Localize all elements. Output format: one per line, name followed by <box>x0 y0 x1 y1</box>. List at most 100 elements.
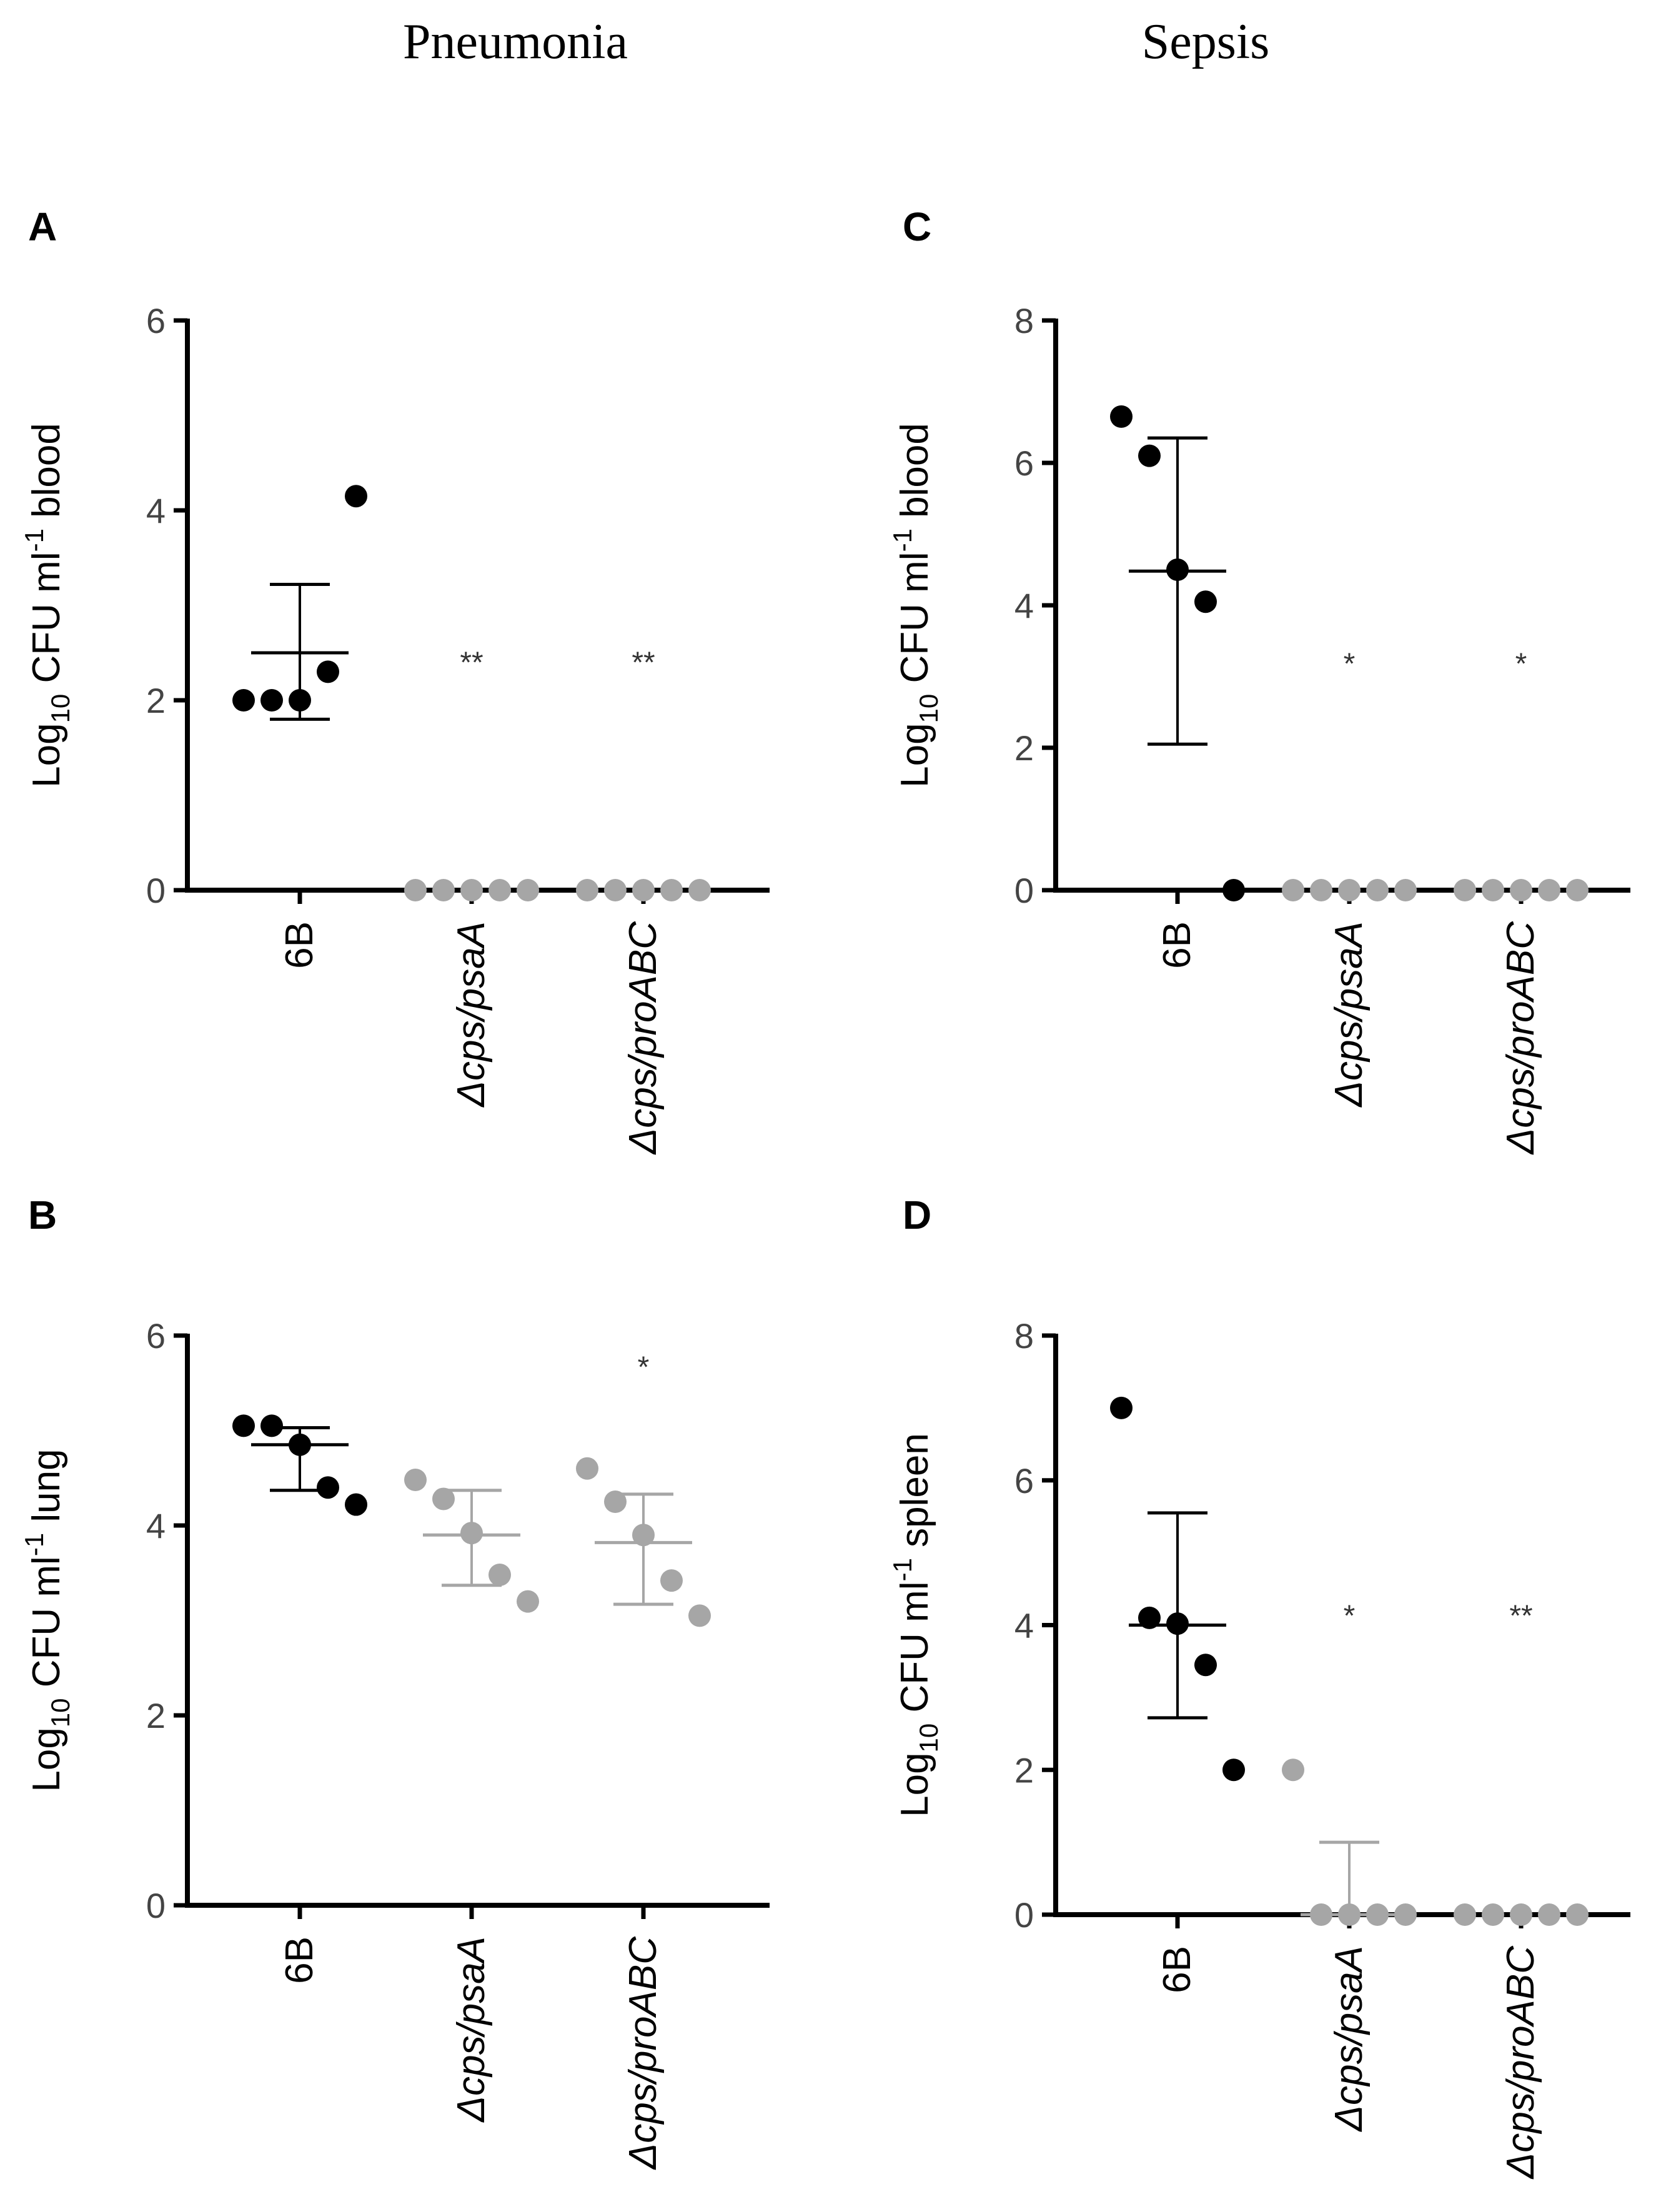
y-tick-label: 4 <box>1014 1606 1034 1645</box>
data-point <box>1394 879 1417 901</box>
column-header-pneumonia: Pneumonia <box>403 14 628 69</box>
y-axis-label: Log10 CFU ml-1 blood <box>888 423 943 788</box>
category-label: 6B <box>1156 921 1199 969</box>
data-point <box>1510 1903 1532 1926</box>
data-point <box>1138 444 1161 467</box>
category-label: Δcps/psaA <box>1327 1946 1371 2133</box>
data-point <box>660 1569 683 1592</box>
data-point <box>1110 405 1133 428</box>
data-point <box>432 1487 455 1510</box>
data-point <box>260 1414 283 1437</box>
y-tick-label: 4 <box>146 1506 166 1545</box>
data-point <box>576 1457 598 1480</box>
category-label: 6B <box>278 1937 321 1984</box>
panel-letter: A <box>28 204 57 249</box>
data-point <box>1510 879 1532 901</box>
data-point <box>632 879 655 901</box>
chart-panel-b: B 0 2 4 6 Log10 CFU ml-1 lung 6B Δcps/psaA Δcps/… <box>19 1193 770 2170</box>
y-tick-label: 2 <box>1014 1750 1034 1790</box>
y-axis-label: Log10 CFU ml-1 blood <box>19 423 75 788</box>
data-point <box>1482 1903 1504 1926</box>
data-point <box>1538 879 1560 901</box>
significance-marker: * <box>1344 1599 1356 1632</box>
data-point <box>404 1469 427 1492</box>
y-tick-label: 4 <box>1014 586 1034 625</box>
y-tick-label: 8 <box>1014 1316 1034 1356</box>
significance-marker: * <box>1515 648 1527 681</box>
y-axis-label-part: 10 <box>46 694 75 723</box>
data-point <box>488 1564 511 1587</box>
y-tick-label: 2 <box>146 681 166 720</box>
category-label: Δcps/proABC <box>622 1936 665 2171</box>
significance-marker: * <box>638 1351 650 1384</box>
data-point <box>345 485 367 508</box>
data-point <box>345 1493 367 1516</box>
column-header-sepsis: Sepsis <box>1142 14 1270 69</box>
y-tick-label: 2 <box>146 1696 166 1735</box>
data-point <box>576 879 598 901</box>
data-point <box>1138 1606 1161 1629</box>
data-point <box>1110 1396 1133 1419</box>
y-axis-label-part: lung <box>25 1449 68 1532</box>
y-axis-label-part: 10 <box>914 694 943 723</box>
data-point <box>1222 879 1245 901</box>
data-point <box>317 1476 339 1499</box>
category-label: 6B <box>278 921 321 969</box>
y-axis-label-part: CFU ml <box>893 552 936 693</box>
category-label: Δcps/proABC <box>1499 1945 1542 2180</box>
y-axis-label-part: -1 <box>888 1558 917 1581</box>
y-axis-label-part: CFU ml <box>25 1556 68 1698</box>
significance-marker: ** <box>460 647 483 680</box>
y-axis-label-part: -1 <box>19 528 49 552</box>
data-point <box>232 1414 255 1437</box>
y-axis-label: Log10 CFU ml-1 spleen <box>888 1433 943 1817</box>
data-point <box>517 879 539 901</box>
data-point <box>660 879 683 901</box>
data-point <box>260 689 283 712</box>
data-point <box>688 1604 711 1627</box>
category-label: Δcps/proABC <box>1499 921 1542 1156</box>
y-axis-label-part: -1 <box>19 1533 49 1556</box>
data-point <box>232 689 255 712</box>
significance-marker: * <box>1344 648 1356 681</box>
data-point <box>1338 879 1361 901</box>
data-point <box>1394 1903 1417 1926</box>
data-point <box>1194 1654 1217 1677</box>
data-point <box>1566 1903 1589 1926</box>
y-axis-label-part: CFU ml <box>25 552 68 693</box>
y-axis-label-part: -1 <box>888 528 917 552</box>
panel-letter: C <box>903 204 931 249</box>
y-tick-label: 0 <box>1014 871 1034 910</box>
significance-marker: ** <box>632 647 655 680</box>
data-point <box>1566 879 1589 901</box>
chart-panel-a: A 0 2 4 6 Log10 CFU ml-1 blood 6B Δcps/psaA ** Δc… <box>19 204 770 1155</box>
y-tick-label: 0 <box>146 871 166 910</box>
y-axis-label-part: CFU ml <box>893 1581 936 1723</box>
data-point <box>1482 879 1504 901</box>
data-point <box>1222 1758 1245 1782</box>
data-point <box>1454 879 1476 901</box>
y-axis-label-part: Log <box>25 723 68 787</box>
y-tick-label: 6 <box>1014 444 1034 483</box>
data-point <box>432 879 455 901</box>
data-point <box>404 879 427 901</box>
data-point <box>1454 1903 1476 1926</box>
y-tick-label: 6 <box>146 301 166 340</box>
significance-marker: ** <box>1509 1599 1532 1632</box>
y-axis-label-part: blood <box>893 423 936 528</box>
data-point <box>688 879 711 901</box>
y-tick-label: 0 <box>1014 1895 1034 1935</box>
category-label: Δcps/psaA <box>450 921 493 1108</box>
data-point <box>460 879 483 901</box>
panel-letter: D <box>903 1193 931 1237</box>
y-axis-label-part: blood <box>25 423 68 528</box>
data-point <box>488 879 511 901</box>
category-label: Δcps/psaA <box>450 1937 493 2123</box>
panel-letter: B <box>28 1193 57 1237</box>
y-axis-label-part: 10 <box>46 1698 75 1727</box>
data-point <box>1366 879 1389 901</box>
category-label: Δcps/psaA <box>1327 921 1371 1108</box>
y-axis-label: Log10 CFU ml-1 lung <box>19 1449 75 1792</box>
y-tick-label: 2 <box>1014 728 1034 768</box>
